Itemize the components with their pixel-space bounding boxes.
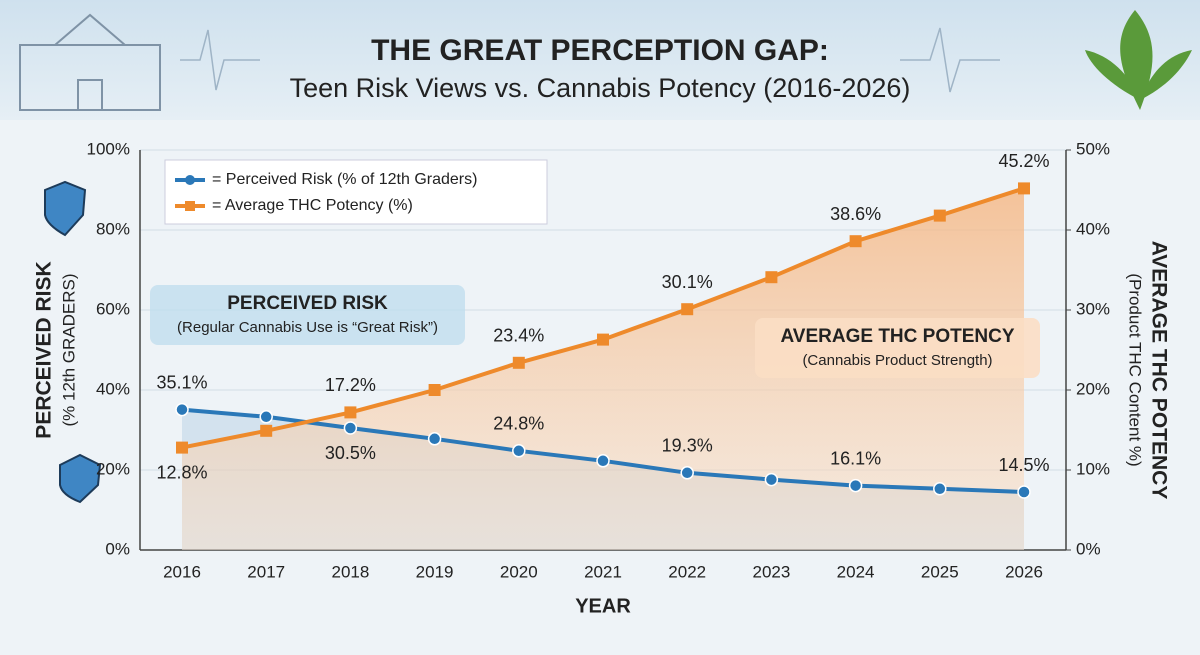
y-tick-label: 100% <box>87 139 130 158</box>
school-icon <box>19 13 161 111</box>
marker <box>512 444 526 458</box>
data-label: 23.4% <box>493 326 544 346</box>
annotation-box <box>150 285 465 345</box>
annotation-text: (Regular Cannabis Use is “Great Risk”) <box>177 319 438 336</box>
legend-label: = Perceived Risk (% of 12th Graders) <box>212 171 477 188</box>
marker <box>681 303 694 316</box>
x-tick-label: 2022 <box>668 562 706 581</box>
marker <box>764 472 779 487</box>
marker <box>176 441 188 454</box>
y-axis-sublabel: (% 12th GRADERS) <box>59 273 78 426</box>
marker <box>260 424 273 437</box>
legend-box <box>164 159 548 225</box>
y-tick-label: 20% <box>96 459 130 478</box>
data-label: 35.1% <box>156 372 207 392</box>
cannabis-icon <box>1085 10 1192 110</box>
marker <box>933 482 947 496</box>
annotation-title: PERCEIVED RISK <box>227 293 388 314</box>
marker <box>680 466 694 480</box>
x-tick-label: 2021 <box>584 562 622 581</box>
y2-axis-label: AVERAGE THC POTENCY <box>1147 241 1170 500</box>
annotation-title: AVERAGE THC POTENCY <box>780 326 1014 347</box>
data-label: 16.1% <box>830 448 881 468</box>
y2-tick-label: 0% <box>1076 539 1101 558</box>
chart-subtitle: Teen Risk Views vs. Cannabis Potency (20… <box>290 73 911 103</box>
x-tick-label: 2018 <box>331 562 369 581</box>
marker <box>427 432 442 446</box>
marker <box>1018 182 1030 195</box>
y-tick-label: 0% <box>105 539 130 558</box>
y-axis-label: PERCEIVED RISK <box>33 261 56 438</box>
x-tick-label: 2023 <box>752 562 790 581</box>
y2-tick-label: 40% <box>1076 219 1110 238</box>
marker <box>344 406 357 419</box>
marker <box>597 333 609 346</box>
marker <box>849 235 862 248</box>
marker <box>512 356 525 369</box>
x-tick-label: 2026 <box>1005 562 1043 581</box>
y2-tick-label: 50% <box>1076 139 1110 158</box>
annotation-box <box>755 318 1040 378</box>
y-tick-label: 60% <box>96 299 130 318</box>
marker <box>1017 485 1031 499</box>
x-tick-label: 2019 <box>416 562 454 581</box>
marker <box>596 454 610 468</box>
marker <box>765 271 778 284</box>
x-tick-label: 2016 <box>163 562 201 581</box>
legend-label: = Average THC Potency (%) <box>212 197 413 214</box>
data-label: 12.8% <box>156 462 207 482</box>
marker <box>848 478 863 493</box>
marker <box>933 209 946 222</box>
x-tick-label: 2017 <box>247 562 285 581</box>
y-tick-label: 80% <box>96 219 130 238</box>
data-label: 14.5% <box>998 455 1049 475</box>
legend-marker <box>185 201 195 211</box>
heartbeat-line <box>900 27 1000 93</box>
data-label: 45.2% <box>998 151 1049 171</box>
marker <box>428 384 441 396</box>
data-label: 30.1% <box>662 272 713 292</box>
y-tick-label: 40% <box>96 379 130 398</box>
x-tick-label: 2025 <box>921 562 959 581</box>
x-tick-label: 2020 <box>500 562 538 581</box>
data-label: 38.6% <box>830 204 881 224</box>
x-tick-label: 2024 <box>837 562 875 581</box>
x-axis-label: YEAR <box>575 595 631 617</box>
marker <box>259 410 273 424</box>
heartbeat-line <box>180 29 260 91</box>
area <box>182 188 1024 550</box>
y2-axis-sublabel: (Product THC Content %) <box>1126 273 1145 466</box>
legend-marker <box>185 175 195 185</box>
chart-title: THE GREAT PERCEPTION GAP: <box>371 34 829 67</box>
y2-tick-label: 10% <box>1076 459 1110 478</box>
data-label: 17.2% <box>325 375 376 395</box>
shield-icon <box>44 180 102 504</box>
annotation-text: (Cannabis Product Strength) <box>802 352 992 369</box>
y2-tick-label: 30% <box>1076 299 1110 318</box>
data-label: 24.8% <box>493 414 544 434</box>
data-label: 19.3% <box>662 436 713 456</box>
y2-tick-label: 20% <box>1076 379 1110 398</box>
marker <box>175 402 189 417</box>
data-label: 30.5% <box>325 443 376 463</box>
marker <box>343 421 358 435</box>
